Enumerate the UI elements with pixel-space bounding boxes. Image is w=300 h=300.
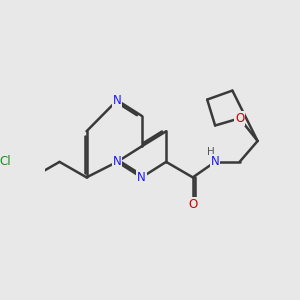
Text: N: N xyxy=(137,171,146,184)
Text: O: O xyxy=(188,198,197,211)
Text: N: N xyxy=(113,155,122,168)
Text: Cl: Cl xyxy=(0,155,11,168)
Text: O: O xyxy=(235,112,244,125)
Text: N: N xyxy=(113,94,122,107)
Text: N: N xyxy=(211,155,220,168)
Text: H: H xyxy=(207,147,215,157)
